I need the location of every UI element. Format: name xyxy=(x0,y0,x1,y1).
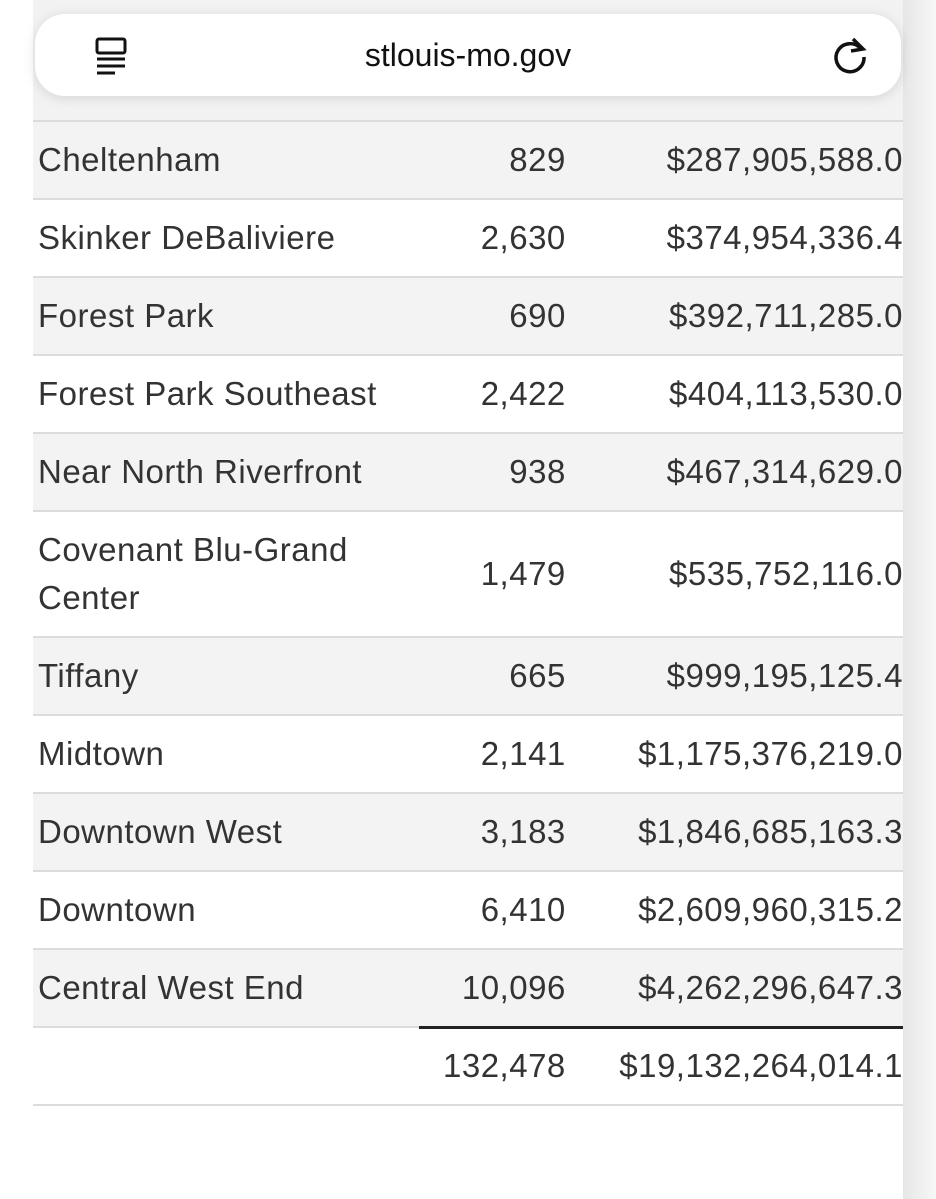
amount: $2,609,960,315.2 xyxy=(638,891,903,928)
neighborhood: Near North Riverfront xyxy=(38,453,363,490)
table-row: Midtown 2,141 $1,175,376,219.0 xyxy=(33,716,903,794)
neighborhood: Tiffany xyxy=(38,657,139,694)
total-count: 132,478 xyxy=(443,1047,566,1084)
neighborhood: Forest Park Southeast xyxy=(38,375,377,412)
table-row: Covenant Blu-Grand Center 1,479 $535,752,1… xyxy=(33,512,903,638)
neighborhood: Cheltenham xyxy=(38,141,221,178)
neighborhood: Downtown West xyxy=(38,813,283,850)
count: 2,141 xyxy=(480,735,566,772)
count: 690 xyxy=(509,297,566,334)
page-edge xyxy=(903,0,936,1199)
reader-icon[interactable] xyxy=(93,35,133,75)
table-row: Cheltenham 829 $287,905,588.0 xyxy=(33,122,903,200)
amount: $1,175,376,219.0 xyxy=(638,735,903,772)
total-rule xyxy=(419,1026,903,1029)
table-row: Forest Park Southeast 2,422 $404,113,530.0 xyxy=(33,356,903,434)
count: 2,422 xyxy=(480,375,566,412)
amount: $535,752,116.0 xyxy=(669,555,903,592)
neighborhood: Skinker DeBaliviere xyxy=(38,219,336,256)
url[interactable]: stlouis-mo.gov xyxy=(364,37,572,73)
total-amount: $19,132,264,014.1 xyxy=(619,1047,903,1084)
table-row: Downtown West 3,183 $1,846,685,163.3 xyxy=(33,794,903,872)
count: 938 xyxy=(509,453,566,490)
amount: $999,195,125.4 xyxy=(666,657,903,694)
address-bar[interactable]: stlouis-mo.gov xyxy=(35,14,901,96)
neighborhood: Downtown xyxy=(38,891,197,928)
reload-icon[interactable] xyxy=(831,35,871,75)
table-row: Forest Park 690 $392,711,285.0 xyxy=(33,278,903,356)
table-row: Downtown 6,410 $2,609,960,315.2 xyxy=(33,872,903,950)
amount: $467,314,629.0 xyxy=(666,453,903,490)
count: 10,096 xyxy=(461,969,566,1006)
count: 1,479 xyxy=(480,555,566,592)
table-row: Tiffany 665 $999,195,125.4 xyxy=(33,638,903,716)
amount: $404,113,530.0 xyxy=(669,375,903,412)
count: 3,183 xyxy=(480,813,566,850)
amount: $1,846,685,163.3 xyxy=(638,813,903,850)
amount: $287,905,588.0 xyxy=(666,141,903,178)
neighborhood: Forest Park xyxy=(38,297,215,334)
table-row: Skinker DeBaliviere 2,630 $374,954,336.4 xyxy=(33,200,903,278)
amount: $374,954,336.4 xyxy=(666,219,903,256)
amount: $4,262,296,647.3 xyxy=(638,969,903,1006)
total-row: 132,478 $19,132,264,014.1 xyxy=(33,1028,903,1106)
count: 829 xyxy=(509,141,566,178)
count: 2,630 xyxy=(480,219,566,256)
count: 6,410 xyxy=(480,891,566,928)
count: 665 xyxy=(509,657,566,694)
table-row: Central West End 10,096 $4,262,296,647.3 xyxy=(33,950,903,1028)
neighborhood: Central West End xyxy=(38,969,305,1006)
table-row: Near North Riverfront 938 $467,314,629.0 xyxy=(33,434,903,512)
neighborhood: Midtown xyxy=(38,735,165,772)
table-viewport: Cheltenham 829 $287,905,588.0 Skinker DeBal… xyxy=(33,0,903,1199)
neighborhood: Covenant Blu-Grand Center xyxy=(38,531,348,616)
table: Cheltenham 829 $287,905,588.0 Skinker DeBal… xyxy=(33,122,903,1106)
amount: $392,711,285.0 xyxy=(669,297,903,334)
